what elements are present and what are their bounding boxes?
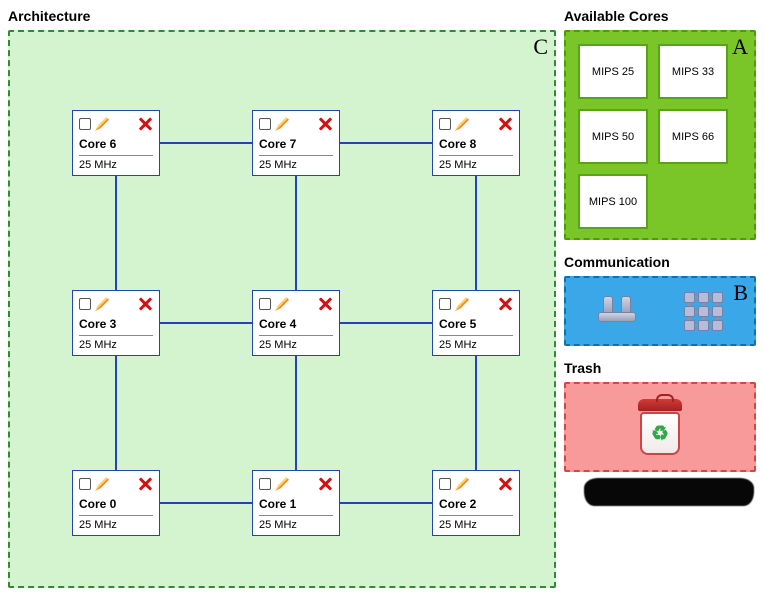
- edge: [115, 356, 117, 470]
- edit-icon[interactable]: [95, 297, 109, 311]
- core-node-core6[interactable]: Core 625 MHz: [72, 110, 160, 176]
- noc-node: [712, 306, 723, 317]
- available-core-tile[interactable]: MIPS 100: [578, 174, 648, 229]
- available-cores-corner-label: A: [732, 34, 748, 60]
- edge: [340, 322, 432, 324]
- core-name-label: Core 2: [439, 495, 513, 516]
- core-freq-label: 25 MHz: [259, 156, 333, 171]
- core-name-label: Core 8: [439, 135, 513, 156]
- bus-topology-icon[interactable]: [594, 288, 640, 334]
- delete-icon[interactable]: [317, 116, 333, 132]
- noc-node: [698, 292, 709, 303]
- core-node-core3[interactable]: Core 325 MHz: [72, 290, 160, 356]
- recycle-bin-icon[interactable]: ♻: [634, 399, 686, 455]
- edge: [475, 356, 477, 470]
- edge: [340, 142, 432, 144]
- edge: [115, 176, 117, 290]
- noc-node: [698, 306, 709, 317]
- core-node-core7[interactable]: Core 725 MHz: [252, 110, 340, 176]
- core-node-core8[interactable]: Core 825 MHz: [432, 110, 520, 176]
- trash-title: Trash: [564, 360, 756, 376]
- core-freq-label: 25 MHz: [79, 516, 153, 531]
- core-name-label: Core 4: [259, 315, 333, 336]
- delete-icon[interactable]: [497, 476, 513, 492]
- core-freq-label: 25 MHz: [439, 156, 513, 171]
- communication-title: Communication: [564, 254, 756, 270]
- noc-node: [712, 320, 723, 331]
- core-name-label: Core 1: [259, 495, 333, 516]
- smudge-decoration: [584, 478, 754, 506]
- delete-icon[interactable]: [497, 116, 513, 132]
- available-core-tile[interactable]: MIPS 25: [578, 44, 648, 99]
- core-select-checkbox[interactable]: [259, 298, 271, 310]
- edit-icon[interactable]: [455, 297, 469, 311]
- core-select-checkbox[interactable]: [79, 478, 91, 490]
- delete-icon[interactable]: [317, 296, 333, 312]
- edge: [160, 142, 252, 144]
- edit-icon[interactable]: [275, 117, 289, 131]
- core-freq-label: 25 MHz: [79, 156, 153, 171]
- core-freq-label: 25 MHz: [259, 516, 333, 531]
- core-select-checkbox[interactable]: [439, 298, 451, 310]
- trash-panel[interactable]: ♻: [564, 382, 756, 472]
- core-select-checkbox[interactable]: [259, 118, 271, 130]
- available-cores-panel[interactable]: A MIPS 25MIPS 33MIPS 50MIPS 66MIPS 100: [564, 30, 756, 240]
- edge: [475, 176, 477, 290]
- edit-icon[interactable]: [95, 117, 109, 131]
- edit-icon[interactable]: [455, 477, 469, 491]
- delete-icon[interactable]: [137, 116, 153, 132]
- core-freq-label: 25 MHz: [259, 336, 333, 351]
- architecture-panel[interactable]: C Core 625 MHzCore 725 MHzCore 825 MHzCo…: [8, 30, 556, 588]
- noc-node: [698, 320, 709, 331]
- core-name-label: Core 6: [79, 135, 153, 156]
- mesh-noc-icon[interactable]: [680, 288, 726, 334]
- core-node-core4[interactable]: Core 425 MHz: [252, 290, 340, 356]
- delete-icon[interactable]: [137, 296, 153, 312]
- edge: [160, 322, 252, 324]
- communication-corner-label: B: [733, 280, 748, 306]
- noc-node: [684, 306, 695, 317]
- core-node-core1[interactable]: Core 125 MHz: [252, 470, 340, 536]
- edge: [160, 502, 252, 504]
- edit-icon[interactable]: [95, 477, 109, 491]
- core-select-checkbox[interactable]: [79, 298, 91, 310]
- core-node-core2[interactable]: Core 225 MHz: [432, 470, 520, 536]
- edit-icon[interactable]: [275, 477, 289, 491]
- core-select-checkbox[interactable]: [79, 118, 91, 130]
- core-name-label: Core 7: [259, 135, 333, 156]
- edge: [340, 502, 432, 504]
- edit-icon[interactable]: [275, 297, 289, 311]
- architecture-grid: Core 625 MHzCore 725 MHzCore 825 MHzCore…: [10, 32, 554, 586]
- communication-panel[interactable]: B: [564, 276, 756, 346]
- noc-node: [684, 292, 695, 303]
- core-freq-label: 25 MHz: [439, 336, 513, 351]
- noc-node: [684, 320, 695, 331]
- available-core-tile[interactable]: MIPS 33: [658, 44, 728, 99]
- edge: [295, 356, 297, 470]
- available-core-tile[interactable]: MIPS 50: [578, 109, 648, 164]
- available-core-tile[interactable]: MIPS 66: [658, 109, 728, 164]
- core-select-checkbox[interactable]: [439, 478, 451, 490]
- core-freq-label: 25 MHz: [79, 336, 153, 351]
- delete-icon[interactable]: [497, 296, 513, 312]
- core-node-core5[interactable]: Core 525 MHz: [432, 290, 520, 356]
- edit-icon[interactable]: [455, 117, 469, 131]
- delete-icon[interactable]: [137, 476, 153, 492]
- edge: [295, 176, 297, 290]
- architecture-title: Architecture: [8, 8, 556, 24]
- delete-icon[interactable]: [317, 476, 333, 492]
- noc-node: [712, 292, 723, 303]
- available-cores-title: Available Cores: [564, 8, 756, 24]
- core-select-checkbox[interactable]: [259, 478, 271, 490]
- core-name-label: Core 0: [79, 495, 153, 516]
- core-name-label: Core 3: [79, 315, 153, 336]
- core-freq-label: 25 MHz: [439, 516, 513, 531]
- core-select-checkbox[interactable]: [439, 118, 451, 130]
- core-name-label: Core 5: [439, 315, 513, 336]
- core-node-core0[interactable]: Core 025 MHz: [72, 470, 160, 536]
